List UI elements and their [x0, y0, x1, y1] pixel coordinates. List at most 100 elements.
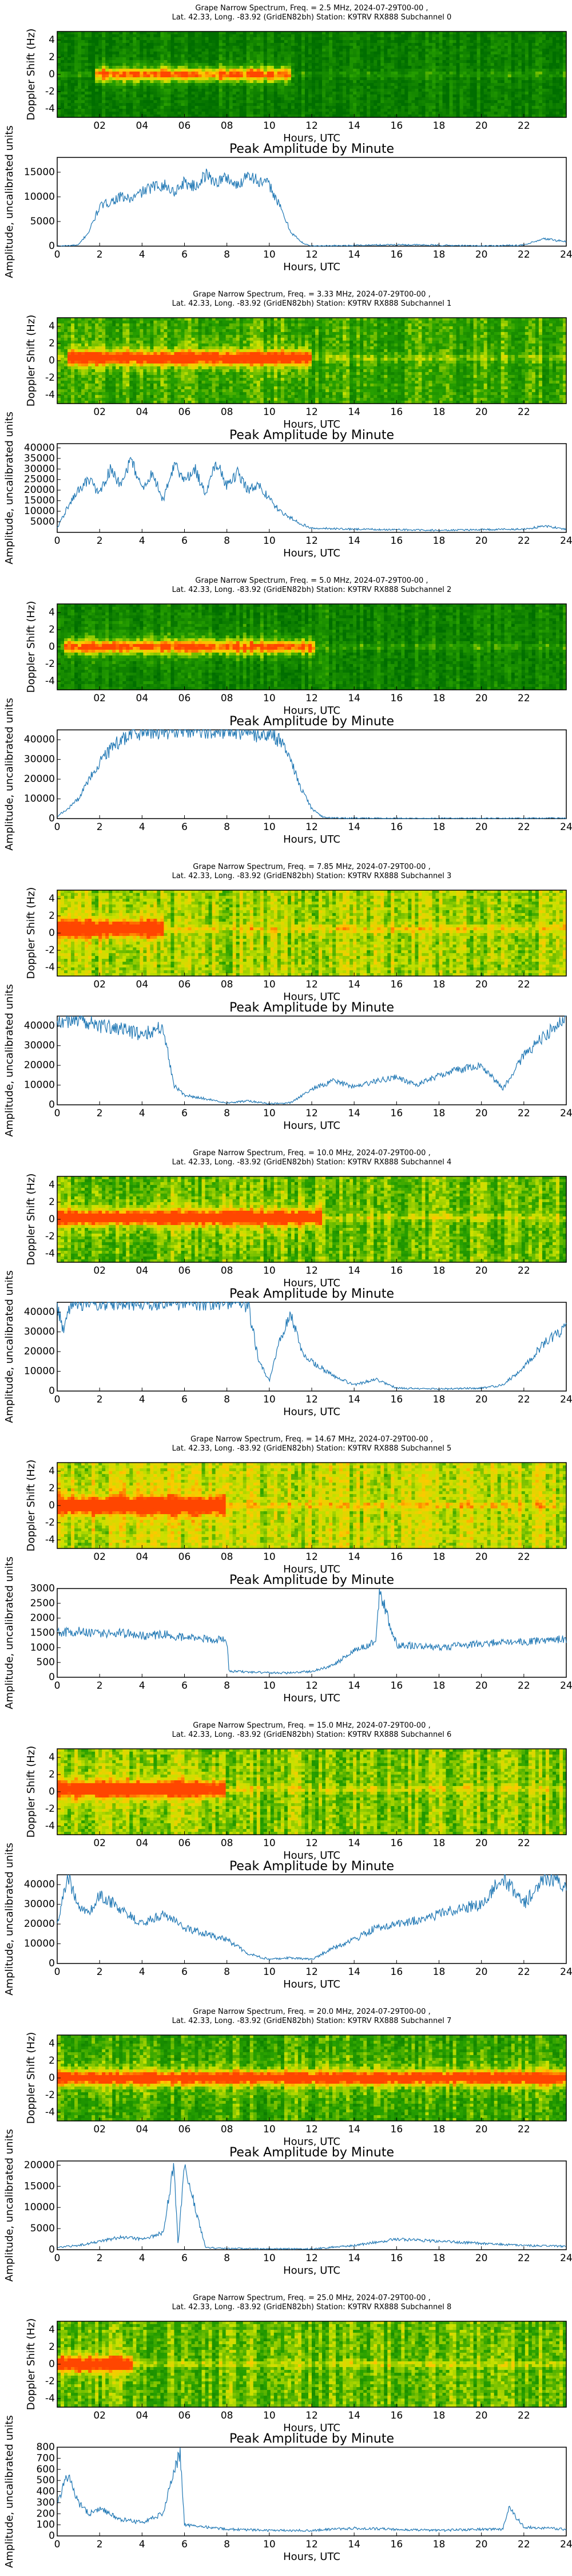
x-tick-label: 24 [560, 1966, 572, 1978]
y-tick-label: 0 [49, 1500, 55, 1511]
y-tick-label: 40000 [24, 1020, 55, 1032]
y-tick-label: 15000 [24, 167, 55, 178]
x-tick-label: 20 [475, 1966, 488, 1978]
x-tick-label: 16 [391, 2124, 403, 2135]
x-tick-label: 22 [518, 249, 530, 260]
x-tick-label: 8 [224, 2253, 230, 2264]
x-tick-label: 04 [136, 2410, 149, 2421]
spectrogram-title: Grape Narrow Spectrum, Freq. = 14.67 MHz… [190, 1435, 433, 1444]
y-tick-label: 600 [37, 2464, 55, 2475]
x-axis-label: Hours, UTC [283, 833, 340, 846]
y-tick-label: 200 [37, 2508, 55, 2519]
x-tick-label: 08 [221, 406, 233, 418]
x-tick-label: 14 [348, 1394, 360, 1405]
y-tick-label: 20000 [24, 2159, 55, 2171]
y-tick-label: 10000 [24, 191, 55, 203]
x-tick-label: 10 [263, 1108, 276, 1119]
x-tick-label: 16 [391, 1265, 403, 1277]
x-tick-label: 0 [54, 1680, 61, 1692]
y-tick-label: 2 [49, 624, 55, 635]
x-tick-label: 18 [433, 1265, 446, 1277]
x-tick-label: 4 [139, 2539, 145, 2550]
x-tick-label: 06 [178, 1838, 191, 1849]
x-axis-label: Hours, UTC [283, 1692, 340, 1704]
x-tick-label: 24 [560, 821, 572, 833]
y-axis-label: Amplitude, uncalibrated units [3, 1270, 15, 1423]
y-tick-label: -2 [45, 86, 55, 97]
x-tick-label: 8 [224, 1394, 230, 1405]
x-tick-label: 0 [54, 535, 61, 547]
y-tick-label: 4 [49, 1465, 55, 1477]
y-tick-label: -2 [45, 1231, 55, 1242]
y-tick-label: -4 [45, 1248, 55, 1259]
x-tick-label: 0 [54, 1394, 61, 1405]
y-tick-label: 40000 [24, 734, 55, 745]
x-tick-label: 10 [263, 1966, 276, 1978]
x-tick-label: 08 [221, 120, 233, 132]
y-tick-label: 500 [37, 2475, 55, 2486]
x-tick-label: 4 [139, 1108, 145, 1119]
x-tick-label: 12 [305, 1394, 318, 1405]
y-tick-label: 35000 [24, 453, 55, 464]
x-tick-label: 10 [263, 406, 276, 418]
y-tick-label: -4 [45, 1534, 55, 1546]
x-axis-label: Hours, UTC [283, 1406, 340, 1418]
x-tick-label: 18 [433, 1966, 446, 1978]
x-tick-label: 20 [475, 1680, 488, 1692]
spectrogram-panel: Grape Narrow Spectrum, Freq. = 20.0 MHz,… [25, 2008, 567, 2148]
x-tick-label: 18 [433, 1394, 446, 1405]
y-tick-label: 30000 [24, 1040, 55, 1052]
x-tick-label: 06 [178, 120, 191, 132]
x-tick-label: 20 [475, 821, 488, 833]
spectrogram-image [57, 318, 567, 404]
x-tick-label: 14 [348, 693, 360, 704]
x-tick-label: 20 [475, 406, 488, 418]
x-tick-label: 12 [305, 1265, 318, 1277]
amplitude-frame [57, 2447, 566, 2536]
amplitude-frame [57, 1302, 566, 1391]
x-tick-label: 2 [97, 535, 103, 547]
x-tick-label: 08 [221, 979, 233, 990]
x-tick-label: 0 [54, 249, 61, 260]
x-tick-label: 08 [221, 1838, 233, 1849]
x-tick-label: 24 [560, 1680, 572, 1692]
spectrogram-image [57, 1176, 567, 1263]
x-tick-label: 16 [391, 120, 403, 132]
spectrogram-subtitle: Lat. 42.33, Long. -83.92 (GridEN82bh) St… [172, 1730, 452, 1739]
x-tick-label: 20 [475, 120, 488, 132]
x-tick-label: 24 [560, 1108, 572, 1119]
y-tick-label: 20000 [24, 1060, 55, 1071]
x-tick-label: 10 [263, 249, 276, 260]
x-tick-label: 18 [433, 249, 446, 260]
spectrogram-panel: Grape Narrow Spectrum, Freq. = 15.0 MHz,… [25, 1721, 567, 1862]
spectrogram-image [57, 31, 567, 118]
x-tick-label: 22 [518, 2253, 530, 2264]
x-tick-label: 2 [97, 2539, 103, 2550]
y-tick-label: 2 [49, 910, 55, 922]
amplitude-title: Peak Amplitude by Minute [229, 1859, 394, 1874]
x-tick-label: 04 [136, 693, 149, 704]
y-tick-label: 800 [37, 2441, 55, 2453]
x-tick-label: 18 [433, 979, 446, 990]
x-tick-label: 10 [263, 1551, 276, 1563]
y-tick-label: 1000 [30, 1642, 55, 1653]
y-tick-label: 4 [49, 321, 55, 332]
x-tick-label: 06 [178, 406, 191, 418]
y-tick-label: 0 [49, 1672, 55, 1683]
amplitude-frame [57, 1016, 566, 1105]
x-tick-label: 12 [305, 1838, 318, 1849]
x-tick-label: 6 [181, 535, 188, 547]
x-tick-label: 18 [433, 1838, 446, 1849]
x-tick-label: 12 [305, 1680, 318, 1692]
x-axis-label: Hours, UTC [283, 2551, 340, 2563]
y-tick-label: -4 [45, 962, 55, 973]
x-tick-label: 14 [348, 979, 360, 990]
spectrogram-title: Grape Narrow Spectrum, Freq. = 20.0 MHz,… [193, 2008, 430, 2016]
y-tick-label: 10000 [24, 1366, 55, 1377]
x-tick-label: 2 [97, 2253, 103, 2264]
y-tick-label: -4 [45, 2393, 55, 2404]
amplitude-frame [57, 444, 566, 532]
x-tick-label: 02 [93, 2124, 106, 2135]
x-tick-label: 02 [93, 120, 106, 132]
